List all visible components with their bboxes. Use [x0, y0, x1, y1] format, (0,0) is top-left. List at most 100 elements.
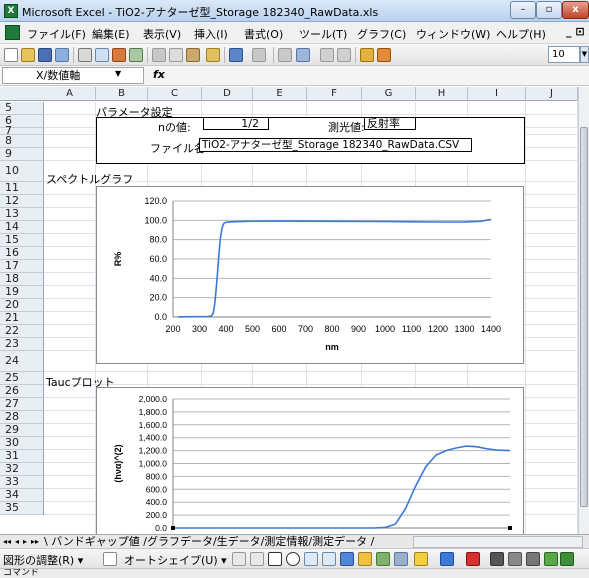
next-sheet-arrow-icon[interactable]: ▸: [23, 537, 28, 546]
row-header-27[interactable]: 27: [0, 398, 44, 411]
document-icon[interactable]: [5, 25, 20, 40]
save-icon[interactable]: [38, 48, 52, 62]
row-header-20[interactable]: 20: [0, 299, 44, 312]
shadow-style-icon[interactable]: [544, 552, 558, 566]
clipart-icon[interactable]: [376, 552, 390, 566]
last-sheet-arrow-icon[interactable]: ▸▸: [31, 537, 40, 546]
font-size-dropdown-icon[interactable]: ▼: [580, 46, 589, 63]
menu-insert[interactable]: 挿入(I): [194, 28, 228, 41]
row-header-24[interactable]: 24: [0, 351, 44, 372]
row-header-13[interactable]: 13: [0, 208, 44, 221]
arrow-style-icon[interactable]: [526, 552, 540, 566]
arrow-tool-icon[interactable]: [250, 552, 264, 566]
menu-edit[interactable]: 編集(E): [92, 28, 130, 41]
menu-window[interactable]: ウィンドウ(W): [416, 28, 491, 41]
vertical-scrollbar[interactable]: [578, 87, 589, 534]
paste-icon[interactable]: [186, 48, 200, 62]
prev-sheet-arrow-icon[interactable]: ◂: [15, 537, 20, 546]
autosum-icon[interactable]: [296, 48, 310, 62]
menu-tools[interactable]: ツール(T): [299, 28, 348, 41]
copy-icon[interactable]: [169, 48, 183, 62]
row-header-12[interactable]: 12: [0, 195, 44, 208]
document-window-controls[interactable]: _ ⊡ x: [566, 25, 589, 38]
row-header-7[interactable]: 7: [0, 125, 44, 136]
minimize-button[interactable]: –: [510, 1, 536, 19]
line-color-icon[interactable]: [440, 552, 454, 566]
column-header-e[interactable]: E: [253, 87, 307, 101]
row-header-26[interactable]: 26: [0, 385, 44, 398]
menu-file[interactable]: ファイル(F): [27, 28, 86, 41]
row-header-5[interactable]: 5: [0, 102, 44, 115]
menu-view[interactable]: 表示(V): [143, 28, 182, 41]
mode-value-cell[interactable]: 反射率: [364, 117, 416, 130]
row-header-31[interactable]: 31: [0, 450, 44, 463]
row-header-33[interactable]: 33: [0, 476, 44, 489]
row-header-22[interactable]: 22: [0, 325, 44, 338]
row-header-8[interactable]: 8: [0, 135, 44, 148]
row-header-28[interactable]: 28: [0, 411, 44, 424]
name-box[interactable]: X/数値軸: [2, 67, 144, 84]
tauc-chart[interactable]: 0.0 200.0 400.0 600.0 800.0 1,000.0 1,200.0 1,4…: [96, 387, 524, 534]
row-header-9[interactable]: 9: [0, 148, 44, 161]
menu-format[interactable]: 書式(O): [244, 28, 284, 41]
hyperlink-icon[interactable]: [278, 48, 292, 62]
spelling-icon[interactable]: [112, 48, 126, 62]
excel-app-icon[interactable]: X: [4, 4, 18, 18]
column-header-j[interactable]: J: [526, 87, 578, 101]
row-header-11[interactable]: 11: [0, 182, 44, 195]
row-header-19[interactable]: 19: [0, 286, 44, 299]
undo-icon[interactable]: [229, 48, 243, 62]
sort-descending-icon[interactable]: [337, 48, 351, 62]
sheet-tabs[interactable]: \ バンドギャップ値 /グラフデータ/生データ/測定情報/測定データ /: [44, 535, 375, 548]
column-header-a[interactable]: A: [44, 87, 96, 101]
print-preview-icon[interactable]: [95, 48, 109, 62]
autoshape-menu[interactable]: オートシェイプ(U) ▾: [124, 554, 227, 567]
research-icon[interactable]: [129, 48, 143, 62]
name-box-dropdown-icon[interactable]: ▼: [115, 69, 122, 78]
rectangle-tool-icon[interactable]: [268, 552, 282, 566]
new-file-icon[interactable]: [4, 48, 18, 62]
picture-icon[interactable]: [394, 552, 408, 566]
row-header-34[interactable]: 34: [0, 489, 44, 502]
oval-tool-icon[interactable]: [286, 552, 300, 566]
row-header-15[interactable]: 15: [0, 234, 44, 247]
row-header-14[interactable]: 14: [0, 221, 44, 234]
fill-color-icon[interactable]: [414, 552, 428, 566]
horizontal-scrollbar[interactable]: [413, 536, 583, 548]
column-header-d[interactable]: D: [202, 87, 253, 101]
line-style-icon[interactable]: [490, 552, 504, 566]
permission-icon[interactable]: [55, 48, 69, 62]
wordart-icon[interactable]: [340, 552, 354, 566]
row-header-35[interactable]: 35: [0, 502, 44, 515]
chart-wizard-icon[interactable]: [360, 48, 374, 62]
font-size-field[interactable]: 10: [548, 46, 580, 63]
diagram-icon[interactable]: [358, 552, 372, 566]
row-header-6[interactable]: 6: [0, 115, 44, 128]
row-header-30[interactable]: 30: [0, 437, 44, 450]
sort-ascending-icon[interactable]: [320, 48, 334, 62]
column-header-f[interactable]: F: [307, 87, 362, 101]
column-header-h[interactable]: H: [416, 87, 468, 101]
select-objects-icon[interactable]: [103, 552, 117, 566]
format-painter-icon[interactable]: [206, 48, 220, 62]
menu-chart[interactable]: グラフ(C): [357, 28, 407, 41]
column-header-i[interactable]: I: [468, 87, 526, 101]
line-tool-icon[interactable]: [232, 552, 246, 566]
insert-function-icon[interactable]: fx: [153, 68, 165, 81]
row-header-23[interactable]: 23: [0, 338, 44, 351]
row-header-25[interactable]: 25: [0, 372, 44, 385]
font-color-icon[interactable]: [466, 552, 480, 566]
row-header-17[interactable]: 17: [0, 260, 44, 273]
row-header-18[interactable]: 18: [0, 273, 44, 286]
row-header-32[interactable]: 32: [0, 463, 44, 476]
print-icon[interactable]: [78, 48, 92, 62]
menu-help[interactable]: ヘルプ(H): [496, 28, 546, 41]
3d-style-icon[interactable]: [560, 552, 574, 566]
column-header-g[interactable]: G: [362, 87, 416, 101]
dash-style-icon[interactable]: [508, 552, 522, 566]
close-button[interactable]: x: [562, 1, 589, 19]
textbox-tool-icon[interactable]: [304, 552, 318, 566]
row-header-16[interactable]: 16: [0, 247, 44, 260]
spectrum-chart[interactable]: 0.0 20.0 40.0 60.0 80.0 100.0 120.0 200 300 400 50…: [96, 186, 524, 364]
